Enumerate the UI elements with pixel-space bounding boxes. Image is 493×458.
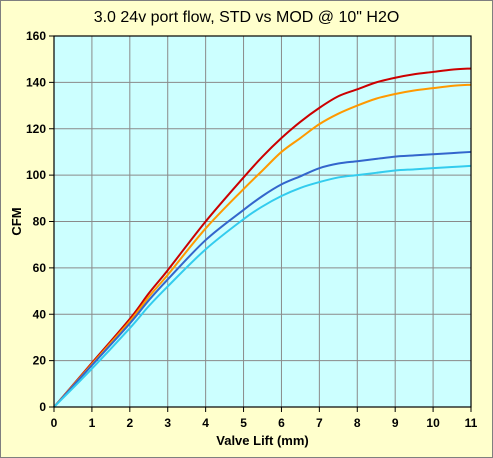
x-tick-label: 4 (202, 416, 209, 430)
y-tick-label: 120 (26, 122, 46, 136)
x-axis-label: Valve Lift (mm) (216, 433, 308, 448)
y-tick-label: 20 (33, 354, 47, 368)
y-tick-label: 0 (39, 400, 46, 414)
y-tick-label: 60 (33, 261, 47, 275)
series-line-4 (53, 164, 472, 408)
series-line-3 (53, 150, 472, 408)
y-tick-label: 80 (33, 215, 47, 229)
series-line-2 (53, 83, 472, 408)
x-axis-ticks: 0 1 2 3 4 5 6 7 8 9 10 11 (51, 407, 478, 430)
x-tick-label: 9 (392, 416, 399, 430)
chart-title: 3.0 24v port flow, STD vs MOD @ 10" H2O (93, 9, 400, 26)
x-tick-label: 0 (51, 416, 58, 430)
series-line-1 (53, 67, 472, 408)
x-tick-label: 11 (465, 416, 478, 430)
x-tick-label: 3 (164, 416, 171, 430)
y-axis-label: CFM (9, 207, 24, 235)
x-tick-label: 8 (354, 416, 361, 430)
x-tick-label: 10 (426, 416, 440, 430)
y-tick-label: 100 (26, 168, 46, 182)
x-tick-label: 2 (126, 416, 133, 430)
y-tick-label: 140 (26, 75, 46, 89)
series-layer (53, 67, 472, 408)
x-tick-label: 6 (278, 416, 285, 430)
y-axis-ticks: 0 20 40 60 80 100 120 140 160 (26, 29, 54, 414)
x-tick-label: 1 (89, 416, 96, 430)
y-tick-label: 40 (33, 307, 47, 321)
y-tick-label: 160 (26, 29, 46, 43)
x-tick-label: 7 (316, 416, 323, 430)
x-tick-label: 5 (240, 416, 247, 430)
